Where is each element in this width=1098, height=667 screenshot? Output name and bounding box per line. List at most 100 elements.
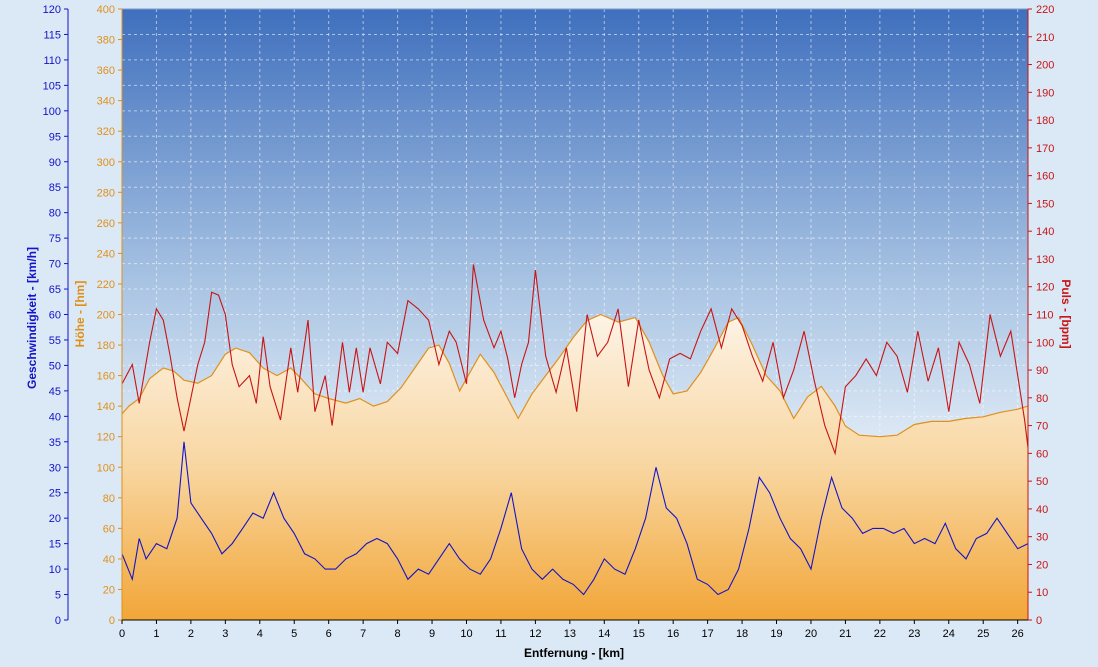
pulse-tick-label: 220 xyxy=(1036,4,1054,16)
x-tick-label: 14 xyxy=(598,628,610,640)
pulse-tick-label: 140 xyxy=(1036,226,1054,238)
x-tick-label: 22 xyxy=(874,628,886,640)
x-tick-label: 25 xyxy=(977,628,989,640)
altitude-tick-label: 100 xyxy=(97,462,115,474)
speed-tick-label: 75 xyxy=(49,233,61,245)
pulse-tick-label: 60 xyxy=(1036,448,1048,460)
pulse-tick-label: 110 xyxy=(1036,310,1054,322)
speed-tick-label: 105 xyxy=(43,80,61,92)
x-tick-label: 3 xyxy=(222,628,228,640)
pulse-tick-label: 40 xyxy=(1036,504,1048,516)
speed-tick-label: 5 xyxy=(55,590,61,602)
speed-tick-label: 30 xyxy=(49,462,61,474)
pulse-tick-label: 160 xyxy=(1036,171,1054,183)
pulse-tick-label: 0 xyxy=(1036,615,1042,627)
speed-tick-label: 110 xyxy=(43,55,61,67)
speed-tick-label: 20 xyxy=(49,513,61,525)
pulse-tick-label: 190 xyxy=(1036,87,1054,99)
altitude-tick-label: 80 xyxy=(103,493,115,505)
x-tick-label: 26 xyxy=(1012,628,1024,640)
altitude-tick-label: 20 xyxy=(103,584,115,596)
speed-tick-label: 120 xyxy=(43,4,61,16)
series-lines xyxy=(121,264,1029,596)
pulse-tick-label: 20 xyxy=(1036,559,1048,571)
speed-tick-label: 25 xyxy=(49,488,61,500)
x-tick-label: 15 xyxy=(633,628,645,640)
pulse-tick-label: 130 xyxy=(1036,254,1054,266)
altitude-tick-label: 260 xyxy=(97,218,115,230)
altitude-tick-label: 360 xyxy=(97,65,115,77)
x-tick-label: 1 xyxy=(153,628,159,640)
x-tick-label: 20 xyxy=(805,628,817,640)
speed-tick-label: 35 xyxy=(49,437,61,449)
speed-tick-label: 10 xyxy=(49,564,61,576)
pulse-tick-label: 90 xyxy=(1036,365,1048,377)
speed-tick-label: 115 xyxy=(43,29,61,41)
speed-tick-label: 45 xyxy=(49,386,61,398)
speed-tick-label: 60 xyxy=(49,310,61,322)
x-tick-label: 19 xyxy=(770,628,782,640)
speed-tick-label: 80 xyxy=(49,208,61,220)
altitude-tick-label: 40 xyxy=(103,554,115,566)
altitude-area-fill xyxy=(122,314,1028,620)
x-axis-label: Entfernung - [km] xyxy=(524,646,624,660)
x-tick-label: 18 xyxy=(736,628,748,640)
x-tick-label: 12 xyxy=(529,628,541,640)
pulse-series-line xyxy=(121,264,1029,456)
altitude-tick-label: 60 xyxy=(103,523,115,535)
x-tick-label: 23 xyxy=(908,628,920,640)
pulse-tick-label: 150 xyxy=(1036,198,1054,210)
speed-tick-label: 90 xyxy=(49,157,61,169)
pulse-tick-label: 10 xyxy=(1036,587,1048,599)
x-tick-label: 4 xyxy=(257,628,263,640)
altitude-tick-label: 340 xyxy=(97,96,115,108)
pulse-tick-label: 210 xyxy=(1036,32,1054,44)
altitude-tick-label: 280 xyxy=(97,187,115,199)
altitude-tick-label: 140 xyxy=(97,401,115,413)
altitude-tick-label: 120 xyxy=(97,432,115,444)
x-tick-label: 13 xyxy=(564,628,576,640)
speed-tick-label: 55 xyxy=(49,335,61,347)
altitude-tick-label: 320 xyxy=(97,126,115,138)
speed-tick-label: 85 xyxy=(49,182,61,194)
x-tick-label: 8 xyxy=(395,628,401,640)
x-tick-label: 5 xyxy=(291,628,297,640)
speed-tick-label: 50 xyxy=(49,360,61,372)
speed-tick-label: 65 xyxy=(49,284,61,296)
altitude-tick-label: 240 xyxy=(97,248,115,260)
x-tick-label: 10 xyxy=(460,628,472,640)
speed-tick-label: 15 xyxy=(49,539,61,551)
x-tick-label: 2 xyxy=(188,628,194,640)
axes: 0510152025303540455055606570758085909510… xyxy=(43,4,1055,640)
pulse-tick-label: 200 xyxy=(1036,60,1054,72)
x-tick-label: 17 xyxy=(702,628,714,640)
x-tick-label: 9 xyxy=(429,628,435,640)
altitude-tick-label: 380 xyxy=(97,35,115,47)
speed-tick-label: 40 xyxy=(49,411,61,423)
speed-series-line xyxy=(121,441,1029,596)
pulse-tick-label: 120 xyxy=(1036,282,1054,294)
x-tick-label: 21 xyxy=(839,628,851,640)
x-tick-label: 7 xyxy=(360,628,366,640)
pulse-tick-label: 180 xyxy=(1036,115,1054,127)
altitude-axis-label: Höhe - [hm] xyxy=(73,281,87,348)
altitude-tick-label: 0 xyxy=(109,615,115,627)
speed-tick-label: 95 xyxy=(49,131,61,143)
altitude-line xyxy=(121,313,1029,438)
altitude-tick-label: 400 xyxy=(97,4,115,16)
speed-axis-label: Geschwindigkeit - [km/h] xyxy=(25,247,39,389)
x-tick-label: 16 xyxy=(667,628,679,640)
speed-tick-label: 0 xyxy=(55,615,61,627)
altitude-tick-label: 200 xyxy=(97,310,115,322)
speed-tick-label: 100 xyxy=(43,106,61,118)
pulse-tick-label: 80 xyxy=(1036,393,1048,405)
x-tick-label: 6 xyxy=(326,628,332,640)
altitude-tick-label: 300 xyxy=(97,157,115,169)
pulse-tick-label: 70 xyxy=(1036,421,1048,433)
altitude-tick-label: 160 xyxy=(97,371,115,383)
x-tick-label: 11 xyxy=(495,628,506,640)
altitude-area xyxy=(121,313,1029,620)
pulse-tick-label: 170 xyxy=(1036,143,1054,155)
pulse-axis-label: Puls - [bpm] xyxy=(1059,279,1073,348)
